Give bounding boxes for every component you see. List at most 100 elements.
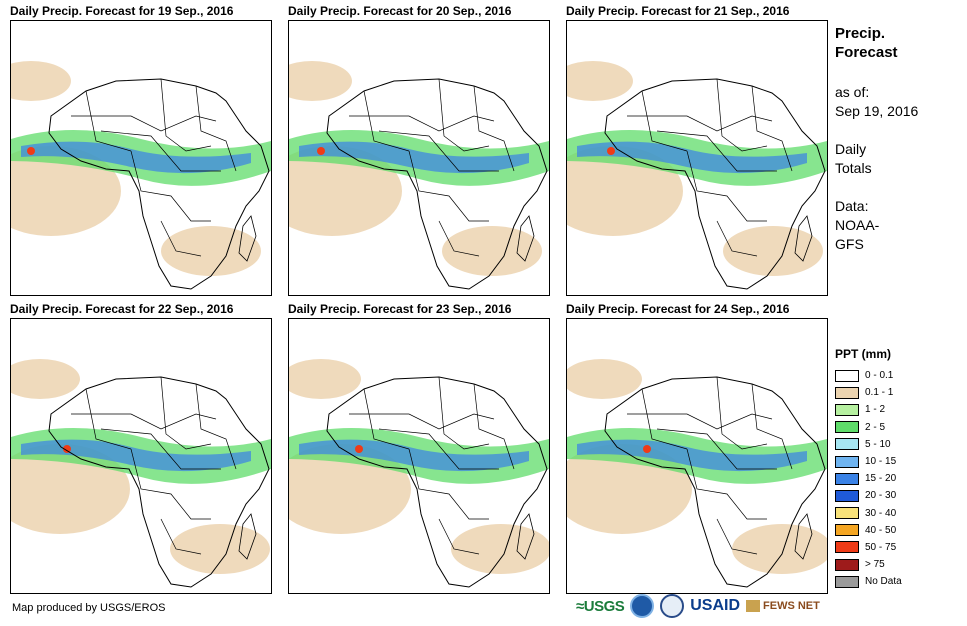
light-precip-area (442, 226, 542, 276)
legend-swatch (835, 524, 859, 537)
heavy-rain-band (577, 439, 807, 472)
legend-item: No Data (835, 573, 960, 590)
light-precip-area (567, 359, 642, 399)
country-border (438, 376, 490, 450)
legend-swatch (835, 541, 859, 554)
legend-label: 40 - 50 (865, 524, 897, 536)
forecast-panel-21-sep: Daily Precip. Forecast for 21 Sep., 2016 (566, 4, 828, 296)
country-border (363, 90, 410, 152)
precip-map (566, 318, 828, 594)
madagascar-outline (238, 215, 257, 262)
madagascar-outline (516, 513, 535, 560)
country-border (85, 388, 132, 450)
usgs-logo: ≈USGS (576, 597, 625, 615)
country-border (349, 413, 495, 430)
forecast-panel-24-sep: Daily Precip. Forecast for 24 Sep., 2016 (566, 302, 828, 594)
africa-outline (326, 78, 548, 290)
precip-map (566, 20, 828, 296)
legend-label: No Data (865, 576, 902, 588)
africa-outline (48, 78, 270, 290)
legend-item: 20 - 30 (835, 487, 960, 504)
extreme-rain-spot (355, 445, 363, 453)
legend-swatch (835, 472, 859, 485)
africa-outline (48, 376, 270, 588)
asof-label: as of: (835, 84, 870, 100)
country-border (71, 115, 217, 132)
legend-item: 50 - 75 (835, 539, 960, 556)
extreme-rain-spot (643, 445, 651, 453)
light-precip-area (723, 226, 823, 276)
country-border (100, 428, 221, 470)
legend-item: 10 - 15 (835, 453, 960, 470)
country-border (473, 383, 515, 470)
country-border (716, 78, 768, 152)
legend-swatch (835, 438, 859, 451)
legend-swatch (835, 386, 859, 399)
forecast-panel-23-sep: Daily Precip. Forecast for 23 Sep., 2016 (288, 302, 550, 594)
legend-label: 20 - 30 (865, 490, 897, 502)
info-title-line1: Precip. (835, 25, 886, 42)
country-border (641, 388, 688, 450)
ppt-legend: PPT (mm) 0 - 0.1 0.1 - 1 1 - 2 2 - 5 5 - 10 1… (835, 347, 960, 590)
legend-title: PPT (mm) (835, 347, 892, 361)
country-border (160, 78, 212, 152)
precip-map (10, 318, 272, 594)
partner-logos: ≈USGS USAID FEWS NET (576, 594, 820, 618)
legend-item: 5 - 10 (835, 436, 960, 453)
country-border (751, 383, 793, 470)
legend-swatch (835, 575, 859, 588)
country-border (160, 518, 202, 555)
legend-label: 10 - 15 (865, 456, 897, 468)
country-border (130, 448, 211, 520)
africa-map (11, 61, 271, 290)
precip-map (10, 20, 272, 296)
totals-line2: Totals (835, 160, 872, 176)
heavy-rain-band (299, 141, 529, 174)
country-border (716, 376, 768, 450)
country-border (686, 150, 767, 222)
light-precip-area (161, 226, 261, 276)
light-precip-area (289, 359, 361, 399)
legend-item: 15 - 20 (835, 470, 960, 487)
panel-title: Daily Precip. Forecast for 24 Sep., 2016 (566, 302, 790, 316)
country-border (473, 85, 515, 172)
legend-label: 0 - 0.1 (865, 370, 894, 382)
asof-date: Sep 19, 2016 (835, 103, 919, 119)
country-border (627, 413, 773, 430)
panel-title: Daily Precip. Forecast for 22 Sep., 2016 (10, 302, 234, 316)
legend-item: 30 - 40 (835, 505, 960, 522)
country-border (71, 413, 217, 430)
country-border (438, 518, 480, 555)
heavy-rain-band (21, 439, 251, 472)
legend-label: 15 - 20 (865, 473, 897, 485)
madagascar-outline (794, 513, 813, 560)
extreme-rain-spot (317, 147, 325, 155)
legend-swatch (835, 489, 859, 502)
legend-swatch (835, 403, 859, 416)
legend-item: 0.1 - 1 (835, 384, 960, 401)
country-border (195, 85, 237, 172)
usaid-logo: USAID (690, 597, 741, 614)
country-border (751, 85, 793, 172)
africa-map (567, 359, 827, 588)
africa-outline (326, 376, 548, 588)
legend-item: 0 - 0.1 (835, 367, 960, 384)
country-border (408, 448, 489, 520)
country-border (656, 428, 777, 470)
country-border (641, 90, 688, 152)
madagascar-outline (238, 513, 257, 560)
panel-title: Daily Precip. Forecast for 19 Sep., 2016 (10, 4, 234, 18)
country-border (716, 518, 758, 555)
panel-title: Daily Precip. Forecast for 20 Sep., 2016 (288, 4, 512, 18)
country-border (160, 376, 212, 450)
legend-item: > 75 (835, 556, 960, 573)
africa-map (11, 359, 271, 588)
africa-map (289, 359, 549, 588)
country-border (438, 78, 490, 152)
country-border (195, 383, 237, 470)
legend-label: 2 - 5 (865, 421, 886, 433)
light-precip-area (170, 524, 270, 574)
legend-label: 30 - 40 (865, 507, 897, 519)
africa-outline (604, 78, 826, 290)
extreme-rain-spot (63, 445, 71, 453)
